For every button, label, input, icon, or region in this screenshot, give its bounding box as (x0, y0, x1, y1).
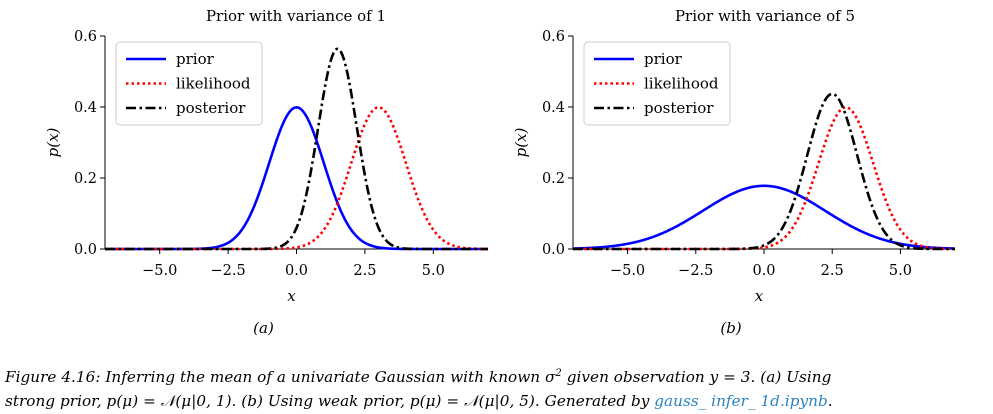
legend-label-likelihood: likelihood (176, 75, 251, 93)
x-tick-label: 0.0 (752, 263, 775, 279)
x-tick-label: 2.5 (353, 263, 376, 279)
series-line-posterior (572, 92, 956, 251)
legend-label-prior: prior (644, 50, 683, 68)
chart-panel-1: Prior with variance of 1 0.0 0.2 0.4 0.6 −5.0… (44, 7, 489, 337)
chart-title: Prior with variance of 5 (675, 7, 855, 25)
series-line-posterior (104, 47, 489, 251)
caption-line2: strong prior, p(μ) = 𝒩(μ|0, 1). (b) Usin… (5, 392, 655, 410)
y-tick-label: 0.4 (542, 100, 565, 116)
x-tick-label: −2.5 (678, 263, 713, 279)
caption-superscript: 2 (555, 368, 562, 379)
series-line-prior (572, 184, 956, 250)
legend-box (115, 41, 263, 126)
notebook-link[interactable]: gauss_ infer_ 1d.ipynb (654, 392, 828, 410)
legend-label-posterior: posterior (176, 99, 246, 117)
chart-panel-2: Prior with variance of 5 0.0 0.2 0.4 0.6 −5.0… (512, 7, 956, 337)
y-tick-label: 0.4 (74, 100, 97, 116)
x-tick-label: −5.0 (142, 263, 177, 279)
x-axis-label: x (287, 287, 296, 305)
y-tick-label: 0.0 (542, 242, 565, 258)
series-line-likelihood (104, 106, 489, 251)
legend-label-posterior: posterior (644, 99, 714, 117)
chart-title: Prior with variance of 1 (206, 7, 386, 25)
x-tick-label: 5.0 (422, 263, 445, 279)
figure: Prior with variance of 1 0.0 0.2 0.4 0.6 −5.0… (44, 7, 956, 337)
legend-box (583, 41, 731, 126)
y-tick-label: 0.6 (74, 29, 97, 45)
legend-label-likelihood: likelihood (644, 75, 719, 93)
x-axis-label: x (755, 287, 764, 305)
caption-line1-rest: given observation y = 3. (a) Using (561, 368, 832, 386)
figure-caption: Figure 4.16: Inferring the mean of a uni… (5, 362, 990, 413)
series-line-likelihood (572, 106, 956, 251)
y-tick-label: 0.0 (74, 242, 97, 258)
legend-label-prior: prior (176, 50, 215, 68)
y-axis-label: p(x) (44, 127, 62, 157)
panel-label: (a) (253, 319, 274, 337)
x-tick-label: 0.0 (285, 263, 308, 279)
x-tick-label: −5.0 (610, 263, 645, 279)
caption-suffix: . (827, 392, 833, 410)
y-tick-label: 0.2 (542, 171, 565, 187)
x-tick-label: −2.5 (210, 263, 245, 279)
panel-label: (b) (720, 319, 741, 337)
caption-prefix: Figure 4.16: Inferring the mean of a uni… (5, 368, 556, 386)
x-tick-label: 2.5 (821, 263, 844, 279)
y-tick-label: 0.6 (542, 29, 565, 45)
x-tick-label: 5.0 (889, 263, 912, 279)
y-axis-label: p(x) (512, 127, 530, 157)
y-tick-label: 0.2 (74, 171, 97, 187)
